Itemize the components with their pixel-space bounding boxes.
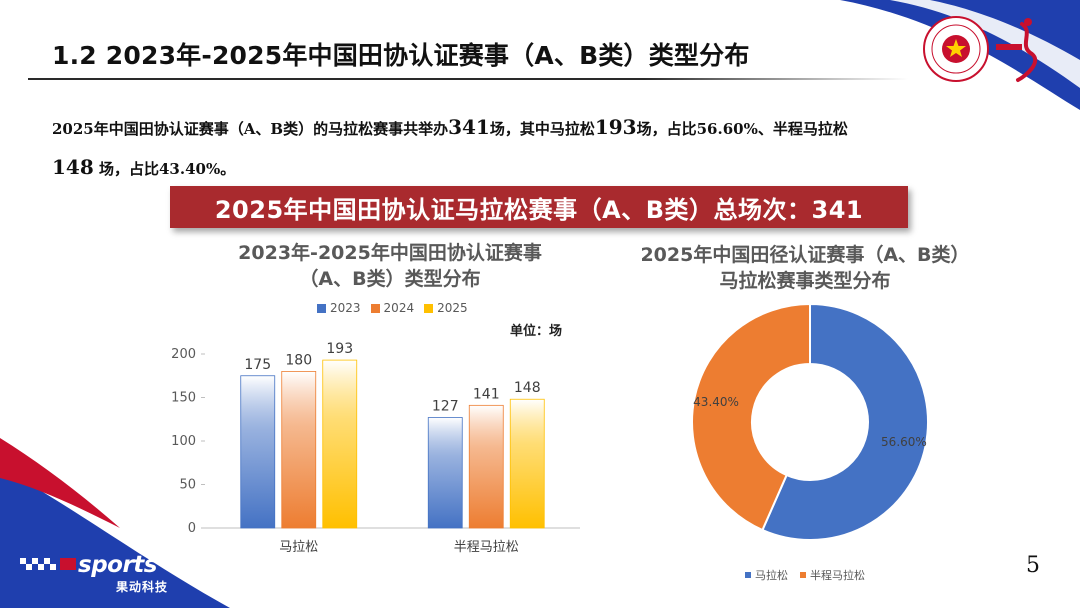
legend-item-2025: 2025 <box>424 301 468 315</box>
intro-paragraph: 2025年中国田协认证赛事（A、B类）的马拉松赛事共举办341场，其中马拉松19… <box>52 108 932 188</box>
china-athletics-association-logo <box>923 16 989 82</box>
bar-2024-0 <box>281 371 317 529</box>
donut-slice-1 <box>691 302 811 532</box>
donut-legend-marathon: 马拉松 <box>745 567 788 583</box>
intro-text-1: 2025年中国田协认证赛事（A、B类）的马拉松赛事共举办 <box>52 120 449 138</box>
legend-item-2024: 2024 <box>370 301 414 315</box>
legend-item-2023: 2023 <box>317 301 361 315</box>
donut-chart-title-line2: 马拉松赛事类型分布 <box>719 270 891 292</box>
bar-value-label: 180 <box>285 352 312 368</box>
intro-marathon-count: 193 <box>594 115 637 139</box>
slide-title: 1.2 2023年-2025年中国田协认证赛事（A、B类）类型分布 <box>52 41 750 70</box>
x-category-label: 马拉松 <box>279 540 318 555</box>
intro-text-3: 场，占比56.60%、半程马拉松 <box>636 120 848 138</box>
bar-2025-0 <box>322 359 358 529</box>
intro-text-2: 场，其中马拉松 <box>489 120 595 138</box>
china-marathon-logo <box>996 18 1038 82</box>
x-category-label: 半程马拉松 <box>454 540 519 555</box>
brand-checker-icon <box>20 558 76 570</box>
top-right-decoration <box>840 0 1080 110</box>
bar-chart-title-line2: （A、B类）类型分布 <box>299 268 481 290</box>
bar-value-label: 127 <box>432 399 459 415</box>
donut-chart-legend: 马拉松 半程马拉松 <box>745 567 865 583</box>
bar-value-label: 148 <box>514 380 541 396</box>
bar-chart: 0 50 100 150 200 175 180 193 马拉松 127 141 148 半程马拉松 <box>171 341 580 555</box>
bar-2024-1 <box>468 404 504 529</box>
bar-chart-title: 2023年-2025年中国田协认证赛事 （A、B类）类型分布 <box>190 240 590 292</box>
y-tick-label: 150 <box>171 391 196 406</box>
bar-2025-1 <box>509 398 545 529</box>
intro-text-4: 场，占比43.40%。 <box>98 160 236 178</box>
title-divider <box>28 78 908 80</box>
intro-total: 341 <box>448 115 490 139</box>
page-number: 5 <box>1026 553 1040 578</box>
donut-legend-half-marathon: 半程马拉松 <box>800 567 865 583</box>
bar-chart-title-line1: 2023年-2025年中国田协认证赛事 <box>238 242 542 264</box>
bar-value-label: 175 <box>244 357 271 373</box>
bar-value-label: 193 <box>326 341 353 357</box>
unit-label: 单位：场 <box>510 324 563 339</box>
sports-brand-logo: sports 果动科技 <box>20 552 200 598</box>
donut-value-label: 43.40% <box>693 395 739 409</box>
bar-2023-1 <box>427 417 463 529</box>
bar-chart-legend: 2023 2024 2025 <box>317 301 468 315</box>
brand-name: sports <box>78 552 157 578</box>
bottom-left-decoration <box>0 438 230 608</box>
donut-chart-title-line1: 2025年中国田径认证赛事（A、B类） <box>640 244 970 266</box>
y-tick-label: 200 <box>171 347 196 362</box>
donut-chart-title: 2025年中国田径认证赛事（A、B类） 马拉松赛事类型分布 <box>610 242 1000 294</box>
brand-subtitle: 果动科技 <box>116 580 169 594</box>
donut-chart: 56.60% 43.40% <box>691 302 929 541</box>
header-logos <box>923 16 1038 82</box>
bar-value-label: 141 <box>473 386 500 402</box>
donut-slice-0 <box>761 302 929 541</box>
y-tick-label: 50 <box>179 478 196 493</box>
donut-value-label: 56.60% <box>881 435 927 449</box>
intro-half-count: 148 <box>52 155 94 179</box>
total-banner: 2025年中国田协认证马拉松赛事（A、B类）总场次：341 <box>170 186 908 228</box>
bar-2023-0 <box>240 375 276 529</box>
y-tick-label: 100 <box>171 434 196 449</box>
y-tick-label: 0 <box>188 521 196 536</box>
